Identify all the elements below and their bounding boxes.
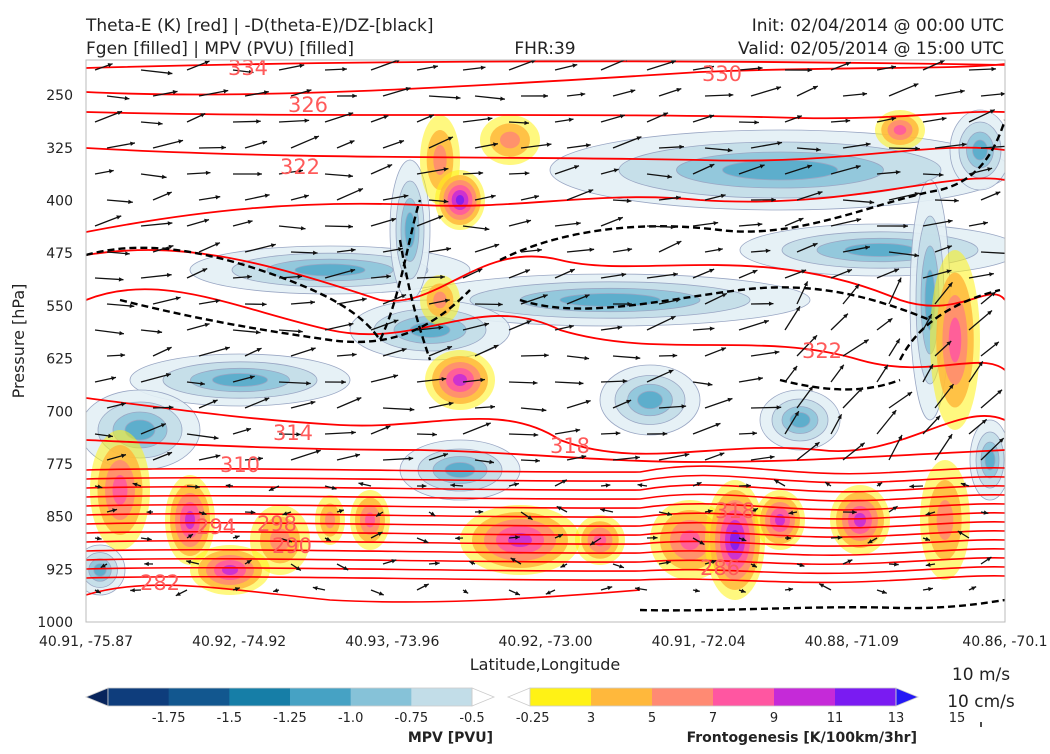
vector-key-horizontal: 10 m/s	[952, 665, 1010, 685]
theta-e-contour-label: 314	[273, 421, 313, 445]
x-tick-label: 40.86, -70.1	[962, 634, 1047, 650]
fgen-fill	[433, 292, 446, 309]
mpv-fill	[638, 391, 663, 409]
title-right-line1: Init: 02/04/2014 @ 00:00 UTC	[752, 16, 1004, 36]
y-tick-label: 700	[46, 404, 73, 420]
theta-e-contour-label: 326	[288, 93, 328, 117]
fgen-fill	[113, 475, 128, 505]
colorbar-segment	[411, 688, 472, 706]
mpv-fill	[723, 160, 838, 180]
fgen-fill	[456, 195, 464, 205]
x-tick-label: 40.92, -73.00	[498, 634, 592, 650]
colorbar-segment	[835, 688, 897, 706]
theta-e-contour-label: 318	[550, 434, 590, 458]
colorbar-extend-high	[896, 688, 918, 706]
theta-e-contour-label: 322	[802, 339, 842, 363]
colorbar-tick-label: 9	[770, 711, 778, 726]
y-tick-label: 625	[46, 352, 73, 368]
x-tick-label: 40.93, -73.96	[345, 634, 439, 650]
colorbar-tick-label: 3	[587, 711, 595, 726]
title-right-line2: Valid: 02/05/2014 @ 15:00 UTC	[738, 39, 1004, 59]
colorbar-extend-low	[86, 688, 108, 706]
colorbar-segment	[591, 688, 653, 706]
theta-e-contour-label: 318	[715, 499, 755, 523]
x-tick-label: 40.91, -72.04	[652, 634, 746, 650]
fgen-fill	[854, 513, 866, 527]
mpv-colorbar: -1.75 -1.5 -1.25 -1.0 -0.75 -0.5 -0.25 MPV [PVU…	[86, 688, 549, 746]
theta-e-contour-label: 330	[702, 62, 742, 86]
fgen-fill	[453, 374, 467, 386]
colorbar-tick-label: -0.25	[516, 711, 550, 726]
colorbar-tick-label: 11	[827, 711, 844, 726]
y-tick-label: 475	[46, 246, 73, 262]
colorbar-tick-label: -0.5	[459, 711, 484, 726]
y-tick-label: 400	[46, 194, 73, 210]
title-left-line1: Theta-E (K) [red] | -D(theta-E)/DZ-[blac…	[85, 16, 434, 36]
colorbar-tick-label: -1.25	[273, 711, 307, 726]
x-axis-label: Latitude,Longitude	[470, 655, 621, 674]
y-tick-label: 925	[46, 562, 73, 578]
y-tick-label: 325	[46, 141, 73, 157]
colorbar-segment	[652, 688, 714, 706]
x-tick-label: 40.91, -75.87	[39, 634, 133, 650]
y-axis: 250 325 400 475 550 625 700 775 850 925 1000	[37, 88, 73, 631]
y-tick-label: 775	[46, 457, 73, 473]
theta-e-contour-label: 310	[220, 453, 260, 477]
y-tick-label: 850	[46, 510, 73, 526]
colorbar-tick-label: -0.75	[395, 711, 429, 726]
fgen-colorbar: 3 5 7 9 11 13 15 Frontogenesis [K/100km/3hr]	[508, 688, 965, 746]
theta-e-contour-label: 322	[280, 155, 320, 179]
vector-key-vertical: 10 cm/s	[947, 692, 1015, 712]
colorbar-tick-label: 13	[888, 711, 905, 726]
colorbar-tick-label: -1.75	[152, 711, 186, 726]
theta-e-contour-label: 294	[196, 515, 236, 539]
colorbar-segment	[774, 688, 836, 706]
y-tick-label: 250	[46, 88, 73, 104]
mpv-fill	[445, 463, 475, 478]
colorbar-segment	[229, 688, 290, 706]
y-axis-label: Pressure [hPa]	[9, 284, 28, 399]
colorbar-tick-label: -1.0	[338, 711, 363, 726]
mpv-fill	[985, 450, 995, 470]
fgen-fill	[222, 565, 238, 575]
theta-e-contour-label: 298	[257, 512, 297, 536]
theta-e-contour-label: 282	[140, 571, 180, 595]
x-tick-label: 40.92, -74.92	[192, 634, 286, 650]
colorbar-segment	[108, 688, 169, 706]
colorbar-tick-label: 15	[949, 711, 966, 726]
colorbar-label: Frontogenesis [K/100km/3hr]	[687, 730, 917, 746]
colorbar-segment	[290, 688, 351, 706]
title-center: FHR:39	[514, 39, 575, 59]
title-left-line2: Fgen [filled] | MPV (PVU) [filled]	[86, 39, 354, 59]
y-tick-label: 1000	[37, 615, 73, 631]
colorbar-extend-high	[472, 688, 494, 706]
theta-e-contour-label: 286	[700, 556, 740, 580]
x-axis: 40.91, -75.87 40.92, -74.92 40.93, -73.96 4…	[39, 634, 1048, 650]
colorbar-label: MPV [PVU]	[408, 730, 493, 746]
colorbar-tick-label: 7	[709, 711, 717, 726]
fgen-fill	[775, 514, 785, 526]
colorbar-segment	[169, 688, 230, 706]
y-tick-label: 550	[46, 299, 73, 315]
colorbar-tick-label: -1.5	[217, 711, 242, 726]
mpv-fill	[973, 140, 988, 160]
fgen-fill	[500, 132, 520, 149]
colorbar-extend-low	[508, 688, 530, 706]
fgen-fill	[894, 125, 907, 135]
fgen-fill	[949, 318, 962, 363]
x-tick-label: 40.88, -71.09	[805, 634, 899, 650]
colorbar-segment	[713, 688, 775, 706]
colorbar-segment	[351, 688, 412, 706]
colorbar-tick-label: 5	[648, 711, 656, 726]
colorbar-segment	[530, 688, 592, 706]
theta-e-contour-label: 290	[272, 534, 312, 558]
